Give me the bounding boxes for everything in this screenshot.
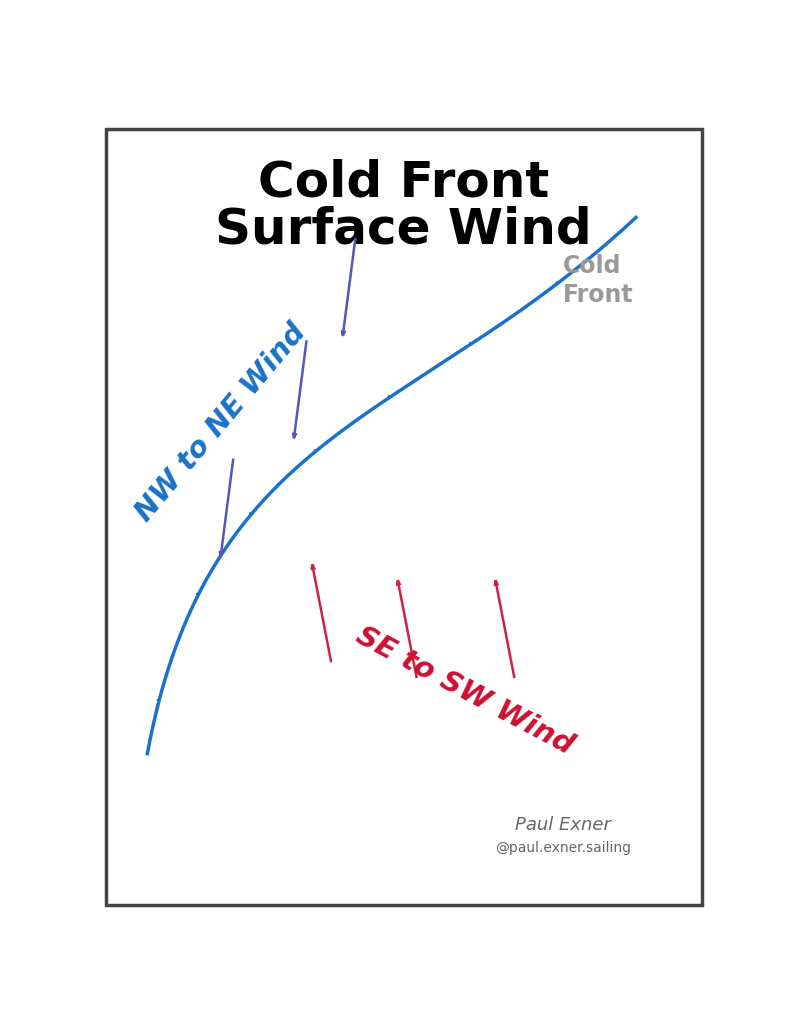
Text: Paul Exner: Paul Exner xyxy=(515,816,611,834)
Text: Surface Wind: Surface Wind xyxy=(215,206,593,253)
Polygon shape xyxy=(196,593,199,596)
Text: NW to NE Wind: NW to NE Wind xyxy=(130,318,311,526)
Polygon shape xyxy=(314,450,317,452)
Polygon shape xyxy=(293,434,296,438)
Polygon shape xyxy=(397,581,400,585)
Polygon shape xyxy=(388,395,391,398)
Text: SE to SW Wind: SE to SW Wind xyxy=(351,622,578,760)
Polygon shape xyxy=(220,552,222,557)
Polygon shape xyxy=(556,282,558,285)
Polygon shape xyxy=(495,581,497,585)
Polygon shape xyxy=(470,342,472,345)
Text: Cold
Front: Cold Front xyxy=(563,254,634,307)
Text: Cold Front: Cold Front xyxy=(258,158,549,206)
Polygon shape xyxy=(342,332,344,336)
Polygon shape xyxy=(312,564,314,568)
Polygon shape xyxy=(250,513,252,515)
Polygon shape xyxy=(157,699,159,701)
Text: @paul.exner.sailing: @paul.exner.sailing xyxy=(495,842,630,855)
